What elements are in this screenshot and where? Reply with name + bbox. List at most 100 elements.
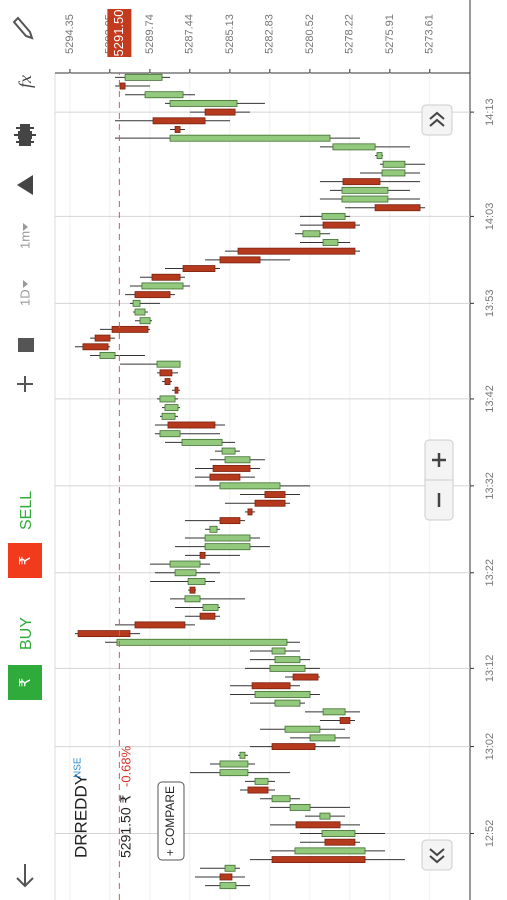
candle-body [271, 647, 286, 655]
price: 5291.50 ₹ [118, 795, 134, 858]
candle-body [164, 378, 171, 385]
candle-body [219, 256, 261, 264]
candle-body [332, 143, 376, 151]
candle-body [274, 656, 301, 664]
indicator-button[interactable]: fx [15, 75, 35, 88]
candle-body [174, 126, 181, 133]
candle-body [219, 873, 233, 881]
candle-body [341, 186, 389, 194]
candle-body [199, 612, 216, 620]
sell-button[interactable]: SELL [18, 491, 35, 530]
candle-body [209, 473, 241, 481]
dropdown-icon[interactable] [23, 280, 28, 288]
candle-body [167, 421, 216, 429]
y-tick-label: 5282.83 [264, 14, 276, 54]
candle-body [254, 499, 286, 507]
y-tick-label: 5278.22 [344, 14, 356, 54]
candle-body [224, 864, 236, 872]
y-tick-label: 5294.35 [64, 14, 76, 54]
x-tick-label: 14:03 [484, 203, 496, 231]
chart-type-icon[interactable] [18, 338, 34, 352]
plot: 5294.355292.055289.745287.445285.135282.… [55, 9, 496, 900]
candle-body [339, 717, 351, 724]
candle-body [269, 664, 306, 672]
candle-body [322, 708, 346, 716]
candle-body [134, 621, 186, 629]
area-icon[interactable] [17, 175, 33, 195]
y-tick-label: 5275.91 [384, 14, 396, 54]
candle-body [169, 560, 201, 568]
x-tick-label: 13:32 [484, 472, 496, 500]
pencil-icon[interactable] [12, 16, 34, 40]
scroll-right-icon [429, 111, 445, 127]
candle-body [239, 751, 246, 759]
candle-body [321, 212, 346, 220]
candle-body [132, 299, 141, 307]
candle-body [224, 456, 251, 464]
y-tick-label: 5273.61 [424, 14, 436, 54]
candle-body [156, 360, 181, 368]
buy-icon[interactable] [8, 665, 42, 700]
candle-body [251, 682, 291, 690]
candle-body [199, 551, 206, 559]
y-tick-label: 5280.52 [304, 14, 316, 54]
candle-body [181, 438, 223, 446]
scroll-left-icon [429, 848, 445, 864]
candle-body [159, 395, 176, 403]
exchange: NSE [73, 757, 84, 778]
candle-body [221, 447, 236, 455]
candle-body [124, 73, 163, 81]
candle-body [77, 630, 131, 638]
candle-body [151, 273, 181, 281]
zoom-in[interactable] [432, 453, 446, 467]
candle-body [134, 291, 171, 299]
y-tick-label: 5285.13 [224, 14, 236, 54]
candle-body [174, 386, 179, 394]
candle-body [309, 734, 336, 742]
candle-body [182, 265, 216, 273]
dropdown-icon[interactable] [23, 223, 28, 231]
candle-body [302, 230, 321, 238]
change: -0.68% [118, 745, 133, 787]
candle-body [116, 638, 288, 646]
candle-body [159, 430, 181, 438]
compare-button[interactable] [157, 781, 185, 861]
candle-body [161, 412, 176, 420]
currency-symbol: ₹ [17, 556, 34, 566]
buy-button[interactable]: BUY [18, 617, 35, 650]
candle-body [254, 777, 269, 785]
candle-body [119, 82, 126, 90]
candle-body [111, 325, 149, 333]
candle-body [295, 821, 341, 829]
candle-body [321, 830, 356, 837]
candle-body [376, 152, 383, 160]
candle-body [202, 604, 219, 611]
candle-body [184, 595, 201, 603]
candle-body [219, 482, 281, 490]
back-button[interactable] [16, 864, 34, 888]
candle-body [294, 847, 366, 855]
y-tick-label: 5287.44 [184, 14, 196, 54]
candle-body [382, 160, 406, 168]
candle-body [292, 673, 319, 681]
candle-body [271, 856, 366, 864]
candle-body [209, 525, 218, 533]
candle-body [174, 569, 197, 577]
period-select[interactable]: 1D [17, 289, 32, 306]
candle-body [264, 491, 286, 498]
candle-body [139, 317, 151, 325]
candle-body [212, 465, 251, 472]
x-tick-label: 13:02 [484, 733, 496, 761]
candle-icon[interactable] [14, 124, 36, 146]
candle-body [164, 404, 179, 412]
x-tick-label: 13:42 [484, 385, 496, 413]
candle-body [254, 690, 311, 698]
candle-body [289, 803, 311, 811]
candle-body [141, 282, 184, 290]
interval-select[interactable]: 1m [17, 231, 32, 249]
candle-body [169, 99, 238, 107]
current-price-label: 5291.50 [111, 10, 126, 57]
candle-body [271, 795, 291, 803]
sell-icon[interactable] [8, 543, 42, 578]
